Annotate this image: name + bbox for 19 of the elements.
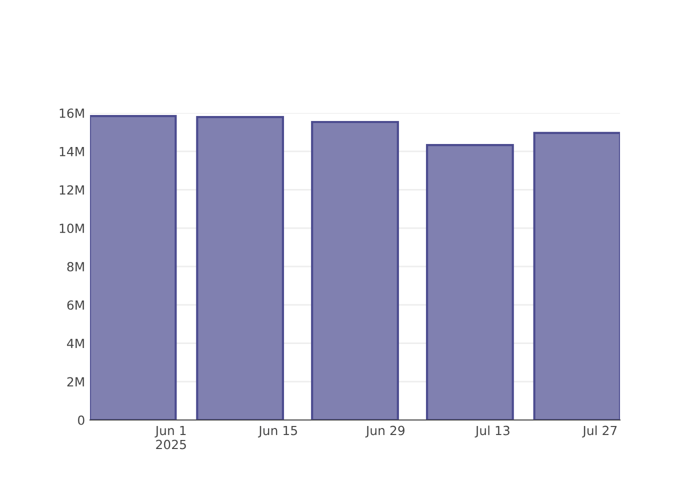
y-tick-label: 2M: [67, 377, 84, 386]
bar: [196, 116, 284, 420]
y-tick-label: 10M: [60, 224, 84, 234]
bar: [533, 132, 620, 420]
x-tick-label: Jun 1 2025: [154, 426, 186, 450]
y-tick-label: 6M: [67, 300, 84, 310]
y-tick-label: 16M: [60, 108, 84, 118]
y-tick-label: 12M: [60, 185, 84, 194]
bar: [311, 120, 399, 420]
bar: [90, 115, 177, 420]
x-tick-label: Jun 15: [258, 426, 297, 438]
y-tick-label: 4M: [67, 338, 84, 348]
y-tick-label: 0: [78, 415, 84, 425]
bar: [426, 144, 514, 420]
x-tick-label: Jun 29: [365, 426, 404, 438]
y-tick-label: 14M: [60, 147, 84, 156]
x-tick-label: Jul 13: [474, 426, 510, 438]
x-tick-label: Jul 27: [582, 426, 617, 438]
y-tick-label: 8M: [67, 262, 84, 272]
